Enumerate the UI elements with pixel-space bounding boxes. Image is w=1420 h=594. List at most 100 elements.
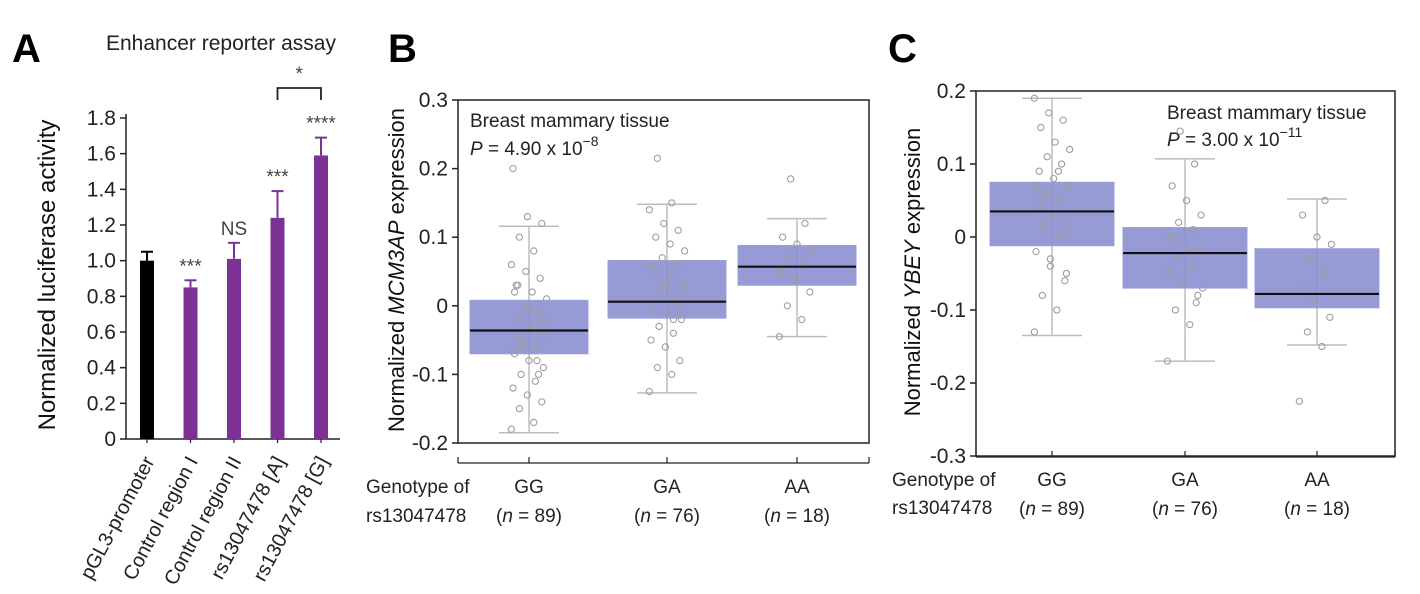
data-point — [676, 357, 684, 365]
data-point — [538, 398, 546, 406]
data-point — [650, 267, 658, 276]
data-point — [1174, 218, 1183, 227]
box — [737, 244, 857, 286]
data-point — [523, 391, 532, 399]
data-point — [534, 309, 543, 317]
y-tick-label: 1.0 — [87, 250, 116, 273]
data-point — [647, 336, 655, 344]
data-point — [656, 288, 665, 296]
data-point — [1297, 284, 1305, 292]
data-point — [645, 387, 654, 396]
data-point — [526, 309, 535, 317]
p-exponent: −8 — [583, 133, 599, 149]
panel-letter-c: C — [888, 27, 917, 71]
data-point — [1057, 160, 1066, 168]
p-exponent: −11 — [1280, 124, 1303, 140]
y-label-suffix: expression — [900, 128, 925, 241]
significance-label: *** — [179, 256, 202, 277]
box — [1254, 248, 1380, 309]
box — [469, 299, 589, 355]
y-label-gene: MCM3AP — [384, 220, 409, 314]
bar-chart: Enhancer reporter assay Normalized lucif… — [34, 32, 340, 589]
x-n-label: (n = 89) — [1019, 499, 1085, 520]
data-point — [653, 154, 662, 162]
x-category-label: AA — [1304, 470, 1330, 491]
data-point — [777, 267, 785, 276]
data-point — [1176, 127, 1184, 135]
data-point — [1186, 320, 1194, 329]
data-point — [1062, 269, 1071, 278]
data-point — [1038, 196, 1047, 205]
data-point — [1303, 328, 1312, 336]
x-axis-label-line2: rs13047478 — [366, 506, 466, 527]
data-point — [515, 405, 524, 413]
y-tick-label: 1.6 — [87, 143, 116, 166]
data-point — [669, 329, 678, 337]
data-point — [517, 370, 525, 379]
data-point — [1056, 196, 1064, 205]
data-point — [785, 254, 793, 262]
data-point — [539, 315, 548, 324]
chart-title: Enhancer reporter assay — [106, 32, 336, 55]
data-point — [666, 240, 674, 248]
p-value-annotation: P = 3.00 x 10−11 — [1167, 124, 1302, 151]
data-point — [1035, 167, 1043, 175]
data-point — [1061, 277, 1069, 285]
box-plot-mcm3ap: Normalized MCM3AP expression Breast mamm… — [366, 89, 870, 527]
data-point — [668, 370, 676, 379]
y-tick-label: -0.2 — [930, 372, 966, 395]
data-point — [507, 425, 516, 433]
data-point — [1194, 291, 1202, 300]
data-point — [1189, 226, 1197, 234]
bar — [227, 258, 241, 439]
data-point — [512, 281, 520, 289]
data-point — [672, 260, 681, 269]
data-point — [1032, 182, 1040, 190]
data-point — [778, 233, 787, 241]
x-category-label: GG — [514, 477, 544, 498]
data-point — [1170, 233, 1178, 241]
data-point — [534, 370, 543, 379]
y-tick-label: 0.3 — [419, 89, 448, 112]
data-point — [1040, 226, 1048, 234]
data-point — [807, 247, 816, 255]
data-point — [786, 175, 795, 183]
y-tick-label: 0.1 — [419, 226, 448, 249]
plot-area: -0.2 -0.1 0 0.1 0.2 0.3 GG (n = 89) GA (n = 76) AA… — [412, 89, 870, 527]
data-point — [655, 322, 663, 331]
data-point — [1313, 233, 1321, 241]
axes: 0 0.2 0.4 0.6 0.8 1.0 1.2 1.4 1.6 1.8 — [87, 107, 340, 451]
data-point — [530, 418, 538, 427]
data-point — [679, 281, 687, 289]
x-axis-label-line1: Genotype of — [892, 470, 996, 491]
data-point — [1197, 211, 1205, 219]
data-point — [1195, 247, 1204, 256]
data-point — [1030, 94, 1039, 102]
data-point — [1038, 291, 1047, 300]
data-point — [1045, 109, 1053, 117]
data-point — [1318, 342, 1326, 351]
data-point — [664, 274, 673, 283]
data-point — [1061, 233, 1069, 241]
bracket-label: * — [296, 64, 304, 85]
data-point — [645, 206, 654, 214]
data-point — [1037, 123, 1045, 132]
data-point — [1295, 397, 1304, 405]
data-point — [1040, 218, 1048, 227]
data-point — [1321, 196, 1329, 205]
p-label: P — [470, 139, 483, 160]
y-tick-label: 0.2 — [419, 158, 448, 181]
y-tick-label: 1.4 — [87, 178, 117, 201]
data-point — [775, 333, 784, 341]
data-point — [677, 315, 686, 324]
data-point — [669, 315, 678, 324]
data-point — [801, 219, 809, 228]
data-point — [660, 219, 668, 228]
y-tick-label: 0.8 — [87, 285, 116, 308]
data-point — [518, 343, 527, 351]
y-tick-label: -0.3 — [930, 445, 966, 468]
y-label-prefix: Normalized — [384, 315, 409, 432]
data-point — [1319, 269, 1328, 278]
data-point — [1190, 160, 1199, 168]
